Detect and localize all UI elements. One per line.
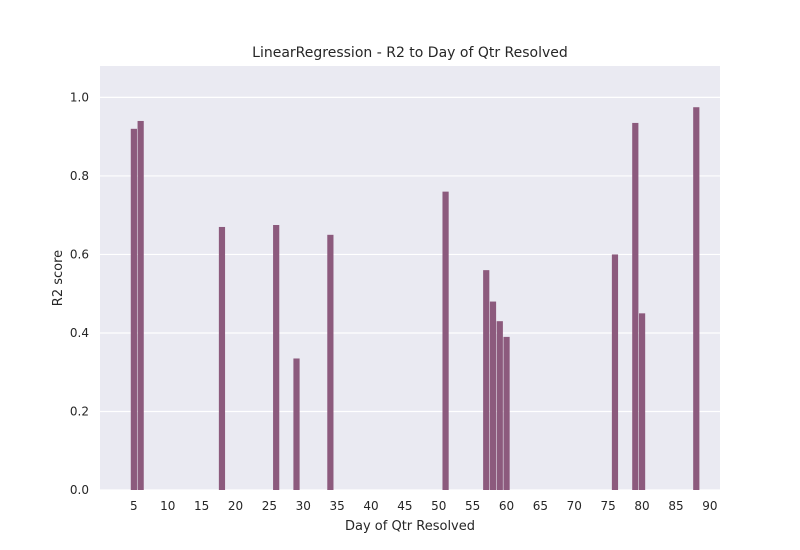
- x-tick-label: 60: [499, 499, 514, 513]
- bar-day-5: [130, 128, 137, 490]
- x-tick-label: 90: [702, 499, 717, 513]
- y-tick-label: 0.4: [70, 326, 89, 340]
- y-tick-label: 1.0: [70, 90, 89, 104]
- x-tick-label: 50: [431, 499, 446, 513]
- bar-day-34: [327, 234, 334, 490]
- x-axis-title: Day of Qtr Resolved: [345, 519, 475, 534]
- x-tick-label: 75: [601, 499, 616, 513]
- x-tick-label: 5: [130, 499, 138, 513]
- y-axis-title: R2 score: [51, 250, 66, 306]
- x-tick-label: 55: [465, 499, 480, 513]
- y-tick-label: 0.6: [70, 247, 89, 261]
- x-tick-label: 80: [634, 499, 649, 513]
- y-tick-label: 0.0: [70, 483, 89, 497]
- chart-title: LinearRegression - R2 to Day of Qtr Reso…: [252, 45, 568, 61]
- bar-day-88: [693, 107, 700, 490]
- x-tick-label: 30: [296, 499, 311, 513]
- x-tick-label: 40: [363, 499, 378, 513]
- x-tick-label: 35: [330, 499, 345, 513]
- bar-day-6: [137, 120, 144, 491]
- x-tick-label: 10: [160, 499, 175, 513]
- plot-area: [100, 66, 720, 490]
- x-tick-label: 25: [262, 499, 277, 513]
- bar-day-60: [503, 336, 510, 490]
- bar-day-51: [442, 191, 449, 490]
- bar-day-79: [632, 122, 639, 490]
- bar-day-57: [483, 270, 490, 490]
- x-tick-label: 20: [228, 499, 243, 513]
- x-tick-label: 85: [668, 499, 683, 513]
- bar-day-58: [489, 301, 497, 490]
- x-tick-label: 45: [397, 499, 412, 513]
- bar-day-29: [293, 358, 300, 490]
- y-tick-label: 0.2: [70, 404, 89, 418]
- y-tick-labels: 0.0 0.2 0.4 0.6 0.8 1.0: [70, 90, 89, 497]
- bars: [130, 107, 700, 491]
- bar-day-80: [638, 313, 646, 490]
- y-tick-label: 0.8: [70, 169, 89, 183]
- bar-day-26: [273, 225, 280, 490]
- bar-day-59: [496, 321, 503, 490]
- bar-day-76: [611, 254, 619, 490]
- x-tick-labels: 5 10 15 20 25 30 35 40 45 50 55 60 65 70 75 80 85 90: [130, 499, 717, 513]
- bar-day-18: [218, 226, 226, 491]
- x-tick-label: 65: [533, 499, 548, 513]
- x-tick-label: 70: [567, 499, 582, 513]
- x-tick-label: 15: [194, 499, 209, 513]
